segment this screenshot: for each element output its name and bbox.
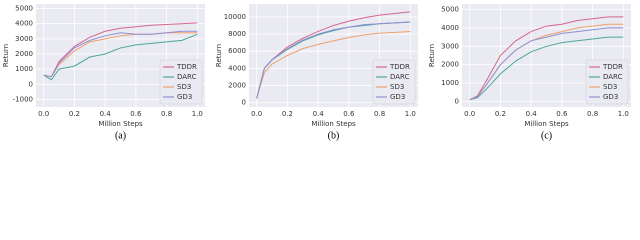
x-axis-label: Million Steps — [98, 120, 143, 128]
legend-label: SD3 — [390, 83, 404, 91]
legend-box — [585, 59, 629, 105]
x-tick-label: 1.0 — [618, 110, 629, 118]
panel-caption: (b) — [328, 130, 340, 141]
x-tick-label: 0.0 — [251, 110, 262, 118]
x-tick-label: 1.0 — [192, 110, 203, 118]
y-tick-label: 8000 — [228, 30, 246, 38]
y-tick-label: 6000 — [228, 47, 246, 55]
series-line — [43, 33, 198, 81]
y-axis-label: Return — [215, 44, 223, 67]
y-tick-label: 0 — [29, 80, 33, 88]
y-tick-label: 2000 — [441, 61, 459, 69]
y-tick-label: 3000 — [441, 42, 459, 50]
x-tick-label: 1.0 — [405, 110, 416, 118]
panel-caption: (a) — [115, 130, 126, 141]
y-axis-label: Return — [2, 44, 10, 67]
x-tick-label: 0.2 — [69, 110, 80, 118]
y-tick-label: 4000 — [228, 64, 246, 72]
y-tick-label: 1000 — [441, 79, 459, 87]
x-tick-label: 0.6 — [343, 110, 355, 118]
y-tick-label: 2000 — [228, 82, 246, 90]
y-tick-label: 2000 — [15, 50, 33, 58]
panel-caption: (c) — [541, 130, 552, 141]
legend-box — [159, 59, 203, 105]
y-axis-label: Return — [428, 44, 436, 67]
legend-label: SD3 — [603, 83, 617, 91]
x-tick-label: 0.8 — [587, 110, 598, 118]
y-tick-label: 0 — [242, 99, 246, 107]
y-tick-label: 1000 — [15, 65, 33, 73]
y-tick-label: 5000 — [441, 6, 459, 14]
series-line — [469, 27, 624, 101]
legend-label: DARC — [177, 73, 197, 81]
series-line — [469, 36, 624, 101]
legend-box — [372, 59, 416, 105]
x-tick-label: 0.6 — [556, 110, 568, 118]
legend-label: GD3 — [390, 93, 405, 101]
x-tick-label: 0.8 — [161, 110, 172, 118]
series-line — [256, 30, 411, 99]
x-axis-label: Million Steps — [524, 120, 569, 128]
legend-label: SD3 — [177, 83, 191, 91]
legend-label: TDDR — [602, 63, 623, 71]
legend-label: GD3 — [177, 93, 192, 101]
figure: -1000 0 1000 2000 3000 4000 5000 0.0 0.2 0.4 0.6 0.… — [2, 4, 631, 141]
series-line — [256, 21, 411, 99]
y-tick-label: 10000 — [224, 13, 246, 21]
series-line — [469, 16, 624, 101]
y-tick-label: 5000 — [15, 5, 33, 13]
x-tick-label: 0.0 — [38, 110, 49, 118]
x-tick-label: 0.6 — [130, 110, 142, 118]
series-line — [43, 30, 198, 78]
x-tick-label: 0.4 — [526, 110, 538, 118]
x-tick-label: 0.0 — [464, 110, 475, 118]
series-line — [43, 22, 198, 78]
y-tick-label: 4000 — [15, 20, 33, 28]
y-tick-label: 0 — [455, 97, 459, 105]
legend-label: TDDR — [389, 63, 410, 71]
legend-label: GD3 — [603, 93, 618, 101]
x-tick-label: 0.8 — [374, 110, 385, 118]
legend-label: DARC — [603, 73, 623, 81]
x-tick-label: 0.4 — [313, 110, 325, 118]
x-tick-label: 0.2 — [282, 110, 293, 118]
y-tick-label: 3000 — [15, 35, 33, 43]
y-tick-label: 4000 — [441, 24, 459, 32]
legend-label: TDDR — [176, 63, 197, 71]
y-tick-label: -1000 — [13, 95, 33, 103]
x-axis-label: Million Steps — [311, 120, 356, 128]
legend-label: DARC — [390, 73, 410, 81]
x-tick-label: 0.4 — [100, 110, 112, 118]
x-tick-label: 0.2 — [495, 110, 506, 118]
